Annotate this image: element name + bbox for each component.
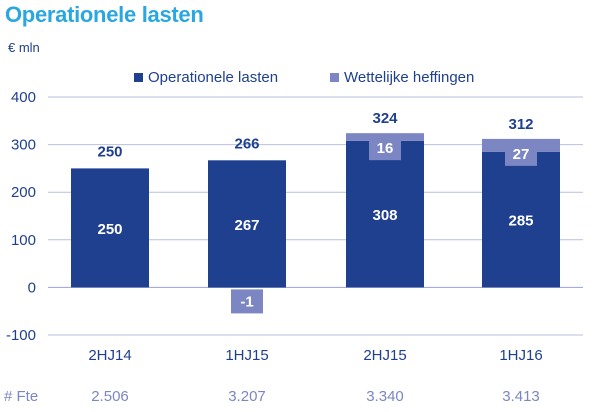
unit-label: € mln xyxy=(8,40,40,55)
bar-value-label: 285 xyxy=(508,213,533,230)
y-tick-label: 100 xyxy=(11,232,36,249)
bar-value-label: 250 xyxy=(97,221,122,238)
legend-swatch xyxy=(330,73,339,82)
levy-label-box xyxy=(231,289,263,314)
legend: Operationele lasten Wettelijke heffingen xyxy=(134,69,474,86)
data-labels: 250 250 267 -1 266 308 16 324 285 27 312 xyxy=(97,110,537,314)
bar-value-label: 308 xyxy=(372,207,397,224)
fte-value: 2.506 xyxy=(91,388,129,405)
bar-operationele-lasten xyxy=(208,160,286,288)
x-category-label: 1HJ16 xyxy=(499,347,542,364)
x-category-label: 1HJ15 xyxy=(225,347,268,364)
fte-value: 3.207 xyxy=(228,388,266,405)
levy-value-label: -1 xyxy=(240,293,253,310)
y-tick-label: -100 xyxy=(6,327,36,344)
bars xyxy=(71,133,560,288)
total-value-label: 266 xyxy=(234,135,259,152)
chart-title: Operationele lasten xyxy=(5,2,204,27)
x-category-label: 2HJ14 xyxy=(88,347,131,364)
y-tick-label: 200 xyxy=(11,184,36,201)
y-axis-ticks: 400 300 200 100 0 -100 xyxy=(6,89,36,344)
legend-label: Wettelijke heffingen xyxy=(344,69,474,86)
bar-operationele-lasten xyxy=(482,151,560,288)
levy-value-label: 16 xyxy=(377,140,394,157)
levy-label-box xyxy=(369,136,401,161)
legend-label: Operationele lasten xyxy=(148,69,278,86)
total-value-label: 324 xyxy=(372,110,398,127)
y-tick-label: 300 xyxy=(11,137,36,154)
total-value-label: 312 xyxy=(508,116,533,133)
fte-value: 3.340 xyxy=(366,388,404,405)
total-value-label: 250 xyxy=(97,143,122,160)
bar-operationele-lasten xyxy=(71,168,149,288)
y-tick-label: 0 xyxy=(28,279,36,296)
bar-value-label: 267 xyxy=(234,217,259,234)
levy-label-box xyxy=(505,141,537,166)
fte-row: # Fte 2.506 3.207 3.340 3.413 xyxy=(4,388,540,405)
fte-value: 3.413 xyxy=(502,388,540,405)
fte-label: # Fte xyxy=(4,388,38,405)
bar-operationele-lasten xyxy=(346,140,424,288)
levy-value-label: 27 xyxy=(513,146,530,163)
x-axis-labels: 2HJ14 1HJ15 2HJ15 1HJ16 xyxy=(88,347,542,364)
x-category-label: 2HJ15 xyxy=(363,347,406,364)
legend-swatch xyxy=(134,73,143,82)
y-tick-label: 400 xyxy=(11,89,36,106)
